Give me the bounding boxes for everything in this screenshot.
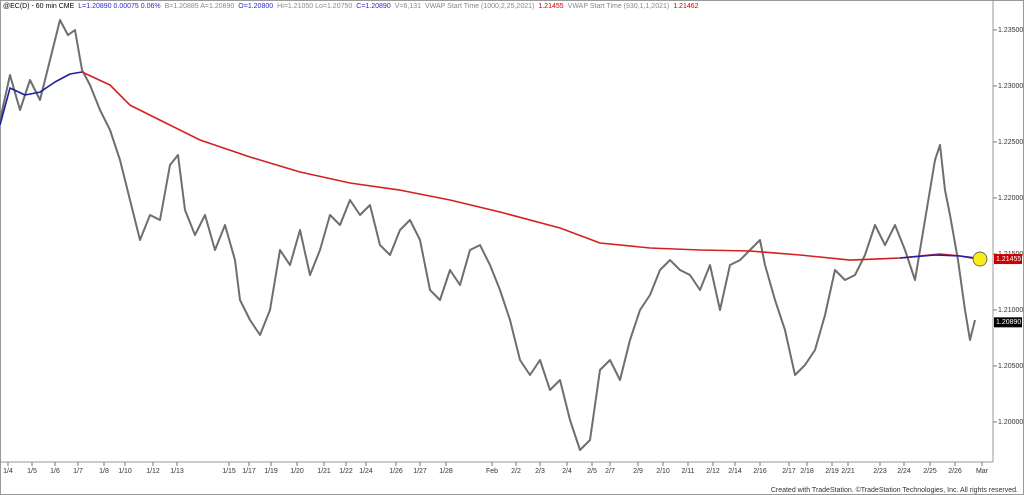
x-tick-label: 1/20 <box>290 468 304 475</box>
price-label: 1.21455 <box>996 256 1021 263</box>
header-item: Hi=1.21050 Lo=1.20750 <box>277 3 352 10</box>
x-tick-label: 2/16 <box>753 468 767 475</box>
header-item: V=6,131 <box>395 3 421 10</box>
x-tick-label: 1/7 <box>73 468 83 475</box>
header: @EC(D) - 60 min CME L=1.20890 0.00075 0.0… <box>3 3 699 10</box>
x-tick-label: 2/10 <box>656 468 670 475</box>
series-line <box>0 71 979 260</box>
x-tick-label: 1/15 <box>222 468 236 475</box>
y-tick-label: 1.23000 <box>998 83 1023 90</box>
x-tick-label: 2/4 <box>562 468 572 475</box>
x-tick-label: 2/12 <box>706 468 720 475</box>
header-item: 1.21455 <box>538 3 563 10</box>
header-item: @EC(D) - 60 min CME <box>3 3 75 10</box>
x-tick-label: 1/5 <box>27 468 37 475</box>
x-tick-label: 2/9 <box>633 468 643 475</box>
x-tick-label: 2/25 <box>923 468 937 475</box>
x-tick-label: 2/17 <box>782 468 796 475</box>
x-tick-label: 2/21 <box>841 468 855 475</box>
x-tick-label: 1/22 <box>339 468 353 475</box>
x-tick-label: 1/13 <box>170 468 184 475</box>
x-tick-label: 2/23 <box>873 468 887 475</box>
x-tick-label: 2/24 <box>897 468 911 475</box>
x-tick-label: 1/8 <box>99 468 109 475</box>
x-tick-label: 1/19 <box>264 468 278 475</box>
x-tick-label: 1/28 <box>439 468 453 475</box>
header-item: VWAP Start Time (930,1,1,2021) <box>568 3 670 10</box>
y-tick-label: 1.20500 <box>998 363 1023 370</box>
x-tick-label: 1/17 <box>242 468 256 475</box>
marker <box>972 251 988 267</box>
x-tick-label: 1/6 <box>50 468 60 475</box>
x-tick-label: 2/7 <box>605 468 615 475</box>
x-tick-label: 2/3 <box>535 468 545 475</box>
x-tick-label: 2/2 <box>511 468 521 475</box>
y-tick-label: 1.22500 <box>998 139 1023 146</box>
x-tick-label: 1/26 <box>389 468 403 475</box>
series-line <box>81 71 979 261</box>
header-item: L=1.20890 0.00075 0.06% <box>78 3 160 10</box>
footer: Created with TradeStation. ©TradeStation… <box>771 486 1018 494</box>
y-tick-label: 1.20000 <box>998 419 1023 426</box>
header-item: C=1.20890 <box>356 3 391 10</box>
header-item: O=1.20800 <box>238 3 273 10</box>
header-item: VWAP Start Time (1000,2,25,2021) <box>425 3 534 10</box>
price-label-box <box>994 254 1022 265</box>
x-tick-label: 1/21 <box>317 468 331 475</box>
x-tick-label: 2/5 <box>587 468 597 475</box>
x-tick-label: 2/19 <box>825 468 839 475</box>
x-tick-label: 1/10 <box>118 468 132 475</box>
x-tick-label: 1/4 <box>3 468 13 475</box>
x-tick-label: 2/11 <box>681 468 694 475</box>
x-tick-label: 1/12 <box>146 468 160 475</box>
y-tick-label: 1.22000 <box>998 195 1023 202</box>
price-label-box <box>994 317 1022 328</box>
x-tick-label: 2/26 <box>948 468 962 475</box>
x-tick-label: 1/24 <box>359 468 373 475</box>
x-tick-label: 2/18 <box>800 468 814 475</box>
x-tick-label: 1/27 <box>413 468 427 475</box>
series-line <box>0 19 976 451</box>
y-tick-label: 1.23500 <box>998 27 1023 34</box>
price-label: 1.20890 <box>996 319 1021 326</box>
header-item: B=1.20885 A=1.20890 <box>165 3 235 10</box>
x-tick-label: 2/14 <box>728 468 742 475</box>
header-item: 1.21462 <box>673 3 698 10</box>
x-tick-label: Feb <box>486 468 498 475</box>
x-tick-label: Mar <box>976 468 989 475</box>
y-tick-label: 1.21000 <box>998 307 1023 314</box>
